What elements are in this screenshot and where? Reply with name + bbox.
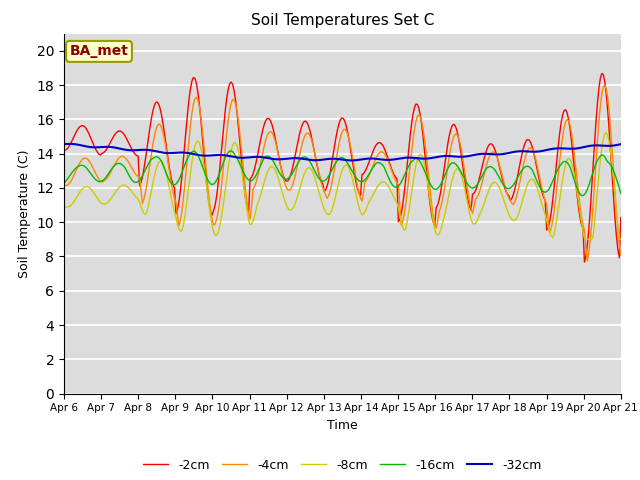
Text: BA_met: BA_met [70,44,129,59]
-8cm [97,199,104,205]
Line: -8cm: -8cm [64,132,621,240]
-2cm [540,195,548,201]
-32cm [349,157,357,163]
-16cm [579,192,587,198]
-32cm [543,147,550,153]
-2cm [617,215,625,220]
-8cm [79,185,87,191]
-32cm [66,141,74,147]
-2cm [616,255,623,261]
-16cm [79,163,87,168]
-8cm [616,237,623,242]
-16cm [227,148,235,154]
-2cm [580,259,588,265]
-4cm [346,143,354,148]
-32cm [81,143,88,149]
Line: -16cm: -16cm [64,151,621,195]
-8cm [602,130,610,135]
Legend: -2cm, -4cm, -8cm, -16cm, -32cm: -2cm, -4cm, -8cm, -16cm, -32cm [138,454,547,477]
-32cm [616,142,623,147]
-32cm [617,141,625,147]
-8cm [617,237,625,242]
X-axis label: Time: Time [327,419,358,432]
-4cm [79,156,87,162]
-16cm [617,190,625,196]
-8cm [346,169,354,175]
-2cm [346,145,354,151]
-4cm [97,178,104,184]
-16cm [458,172,466,178]
-2cm [97,152,104,158]
-4cm [584,258,591,264]
Line: -2cm: -2cm [64,73,621,262]
-8cm [60,204,68,210]
-8cm [540,207,548,213]
-4cm [601,83,609,88]
-4cm [457,144,465,150]
-32cm [348,157,356,163]
-32cm [60,141,68,147]
-16cm [616,185,623,191]
-8cm [582,237,589,242]
-4cm [540,193,548,199]
-2cm [79,123,87,129]
-4cm [616,242,623,248]
-2cm [457,149,465,155]
Line: -4cm: -4cm [64,85,621,261]
Line: -32cm: -32cm [64,144,621,160]
-2cm [598,71,605,76]
-16cm [541,189,549,195]
-32cm [98,144,106,150]
-16cm [348,168,356,173]
-16cm [60,180,68,186]
-16cm [97,179,104,184]
-4cm [617,252,625,258]
-8cm [457,171,465,177]
-2cm [60,147,68,153]
Title: Soil Temperatures Set C: Soil Temperatures Set C [251,13,434,28]
-32cm [460,154,468,159]
Y-axis label: Soil Temperature (C): Soil Temperature (C) [18,149,31,278]
-4cm [60,182,68,188]
